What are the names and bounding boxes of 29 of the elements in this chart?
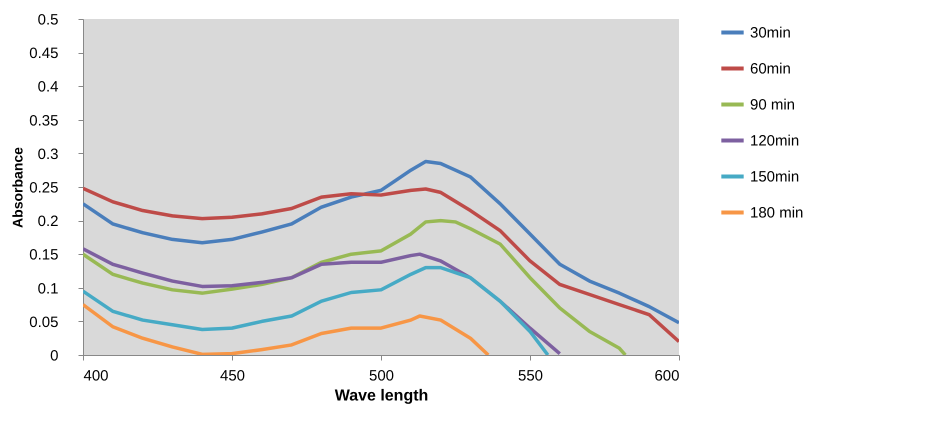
x-tick-label: 500 (368, 368, 394, 384)
x-tick-label: 450 (220, 368, 246, 384)
x-tick-label: 600 (654, 368, 680, 384)
line-series (83, 186, 679, 344)
y-tick-label: 0.3 (38, 146, 58, 163)
line-series (83, 160, 679, 324)
x-axis-title: Wave length (334, 388, 428, 404)
y-tick-label: 0 (50, 348, 58, 364)
y-tick-label: 0.2 (38, 213, 58, 230)
y-tick-label: 0.45 (29, 45, 58, 62)
y-tick-label: 0.15 (29, 246, 58, 264)
y-tick-label: 0.35 (29, 112, 58, 130)
line-series (83, 302, 490, 355)
legend-label: 30min (750, 24, 791, 42)
y-axis-title: Absorbance (9, 146, 26, 228)
y-tick-label: 0.5 (38, 12, 58, 28)
y-tick-label: 0.4 (38, 78, 58, 96)
legend-label: 180 min (750, 204, 804, 222)
line-series (83, 218, 628, 355)
legend-label: 120min (750, 132, 800, 150)
legend-label: 60min (750, 60, 791, 78)
legend-label: 90 min (750, 96, 796, 114)
y-tick-label: 0.1 (38, 280, 58, 298)
x-tick-label: 400 (84, 368, 109, 384)
y-tick-label: 0.25 (29, 180, 58, 196)
line-series (83, 266, 550, 355)
x-tick-label: 550 (518, 368, 544, 384)
y-tick-label: 0.05 (29, 314, 58, 331)
legend-label: 150min (750, 168, 800, 186)
